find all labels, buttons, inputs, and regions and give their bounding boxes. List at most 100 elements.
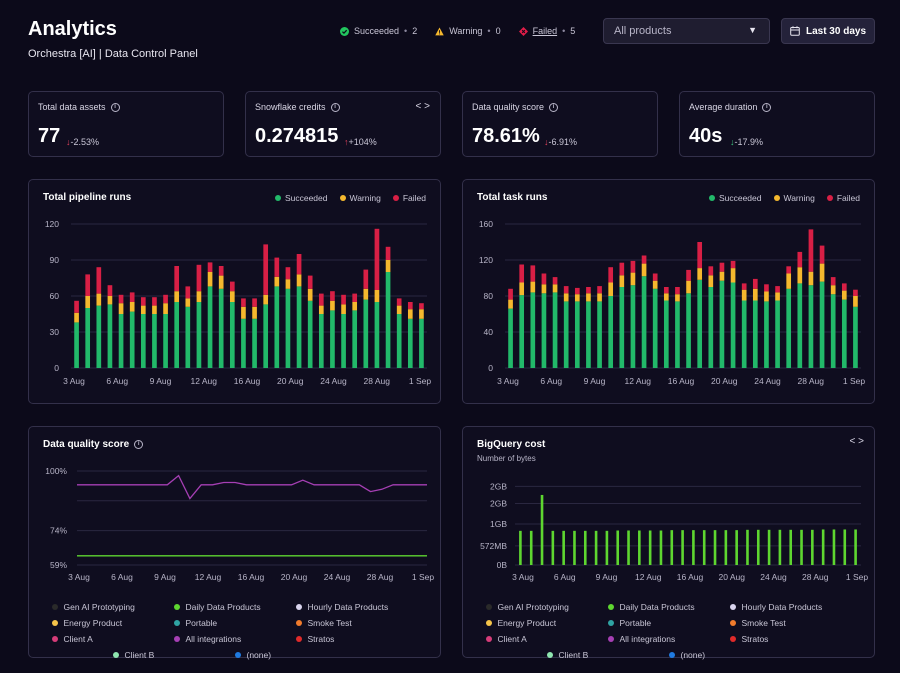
legend-item[interactable]: All integrations [173, 634, 296, 644]
bar-succeeded [519, 295, 525, 368]
bar-warning [140, 305, 146, 314]
legend-item-succeeded[interactable]: Succeeded [708, 193, 762, 203]
info-icon[interactable]: i [134, 440, 144, 449]
bar-succeeded [508, 308, 513, 368]
legend-row: Gen AI Prototyping Daily Data Products Hou… [463, 602, 874, 612]
bar-succeeded [407, 318, 413, 368]
bar-failed [841, 283, 847, 291]
legend-item-warning[interactable]: Warning [339, 193, 381, 203]
date-range-button[interactable]: Last 30 days [781, 18, 875, 44]
kpi-label-text: Total data assets [38, 102, 106, 112]
legend-item[interactable]: Client B [112, 650, 235, 660]
bar-daily-data-products [692, 530, 695, 565]
page-subtitle: Orchestra [AI] | Data Control Panel [28, 48, 198, 60]
legend-item[interactable]: Client A [51, 634, 174, 644]
bar-failed [574, 287, 580, 295]
x-tick-label: 6 Aug [106, 376, 128, 386]
bar-succeeded [808, 285, 814, 368]
legend-item[interactable]: Hourly Data Products [295, 602, 418, 612]
bar-warning [163, 303, 168, 314]
legend-item[interactable]: (none) [234, 650, 357, 660]
bar-daily-data-products [702, 530, 706, 565]
legend-item[interactable]: Gen AI Prototyping [51, 602, 174, 612]
bar-succeeded [752, 300, 758, 368]
legend-item[interactable]: (none) [668, 650, 791, 660]
x-tick-label: 28 Aug [364, 376, 391, 386]
status-succeeded[interactable]: Succeeded • 2 [340, 26, 417, 36]
legend-item[interactable]: All integrations [607, 634, 730, 644]
bar-daily-data-products [832, 529, 836, 565]
info-icon[interactable]: i [549, 102, 559, 112]
legend-item[interactable]: Client A [485, 634, 608, 644]
info-icon[interactable]: i [762, 102, 772, 112]
legend-item[interactable]: Energy Product [51, 618, 174, 628]
bar-warning [118, 303, 124, 314]
status-warning[interactable]: Warning • 0 [435, 26, 501, 36]
info-icon[interactable]: i [330, 102, 340, 112]
legend-item-succeeded[interactable]: Succeeded [274, 193, 328, 203]
legend-label: All integrations [619, 634, 676, 644]
bar-failed [218, 266, 224, 276]
y-tick-label: 59% [50, 560, 67, 570]
data-quality-card: Data quality score i 59% 74% 100% 3 Aug 6 Aug… [28, 426, 441, 660]
legend-row: Client A All integrations Stratos [463, 634, 874, 644]
legend-item[interactable]: Daily Data Products [607, 602, 730, 612]
x-tick-label: 9 Aug [150, 376, 172, 386]
bar-warning [374, 290, 380, 302]
bar-daily-data-products [843, 529, 847, 565]
bar-failed [207, 262, 213, 272]
legend-item[interactable]: Gen AI Prototyping [485, 602, 608, 612]
legend-item[interactable]: Smoke Test [295, 618, 418, 628]
status-failed-label[interactable]: Failed [532, 26, 558, 36]
legend-item-failed[interactable]: Failed [392, 193, 426, 203]
product-select[interactable]: All products ▼ [603, 18, 770, 44]
bar-succeeded [730, 282, 736, 368]
bar-failed [541, 273, 547, 285]
bar-succeeded [652, 288, 658, 368]
x-tick-label: 1 Sep [846, 572, 868, 582]
status-separator: • [404, 26, 408, 36]
bar-failed [296, 254, 302, 275]
bar-warning [196, 291, 202, 302]
code-icon[interactable]: < > [415, 101, 430, 112]
bar-failed [663, 287, 669, 294]
legend-item[interactable]: Smoke Test [729, 618, 852, 628]
bar-succeeded [719, 280, 725, 368]
arrow-up-icon: ↑ [344, 137, 349, 147]
legend-item[interactable]: Client B [546, 650, 669, 660]
legend-item[interactable]: Portable [607, 618, 730, 628]
bar-warning [285, 279, 291, 289]
legend-item-warning[interactable]: Warning [773, 193, 815, 203]
y-tick-label: 0 [54, 363, 59, 373]
bar-daily-data-products [648, 530, 652, 565]
bar-failed [307, 275, 313, 289]
bar-warning [85, 296, 91, 308]
legend-label: All integrations [185, 634, 242, 644]
legend-item[interactable]: Daily Data Products [173, 602, 296, 612]
kpi-delta-value: -17.9% [734, 137, 764, 147]
bar-warning [185, 298, 191, 307]
date-range-label: Last 30 days [805, 25, 867, 37]
legend-item[interactable]: Stratos [295, 634, 418, 644]
bar-failed [797, 251, 803, 268]
bar-warning [619, 275, 625, 287]
legend-item[interactable]: Stratos [729, 634, 852, 644]
legend-label: Failed [836, 193, 860, 203]
status-failed[interactable]: Failed • 5 [518, 26, 575, 36]
chart-title: BigQuery cost [477, 439, 546, 450]
legend-item[interactable]: Energy Product [485, 618, 608, 628]
code-icon[interactable]: < > [849, 436, 864, 447]
legend-item[interactable]: Portable [173, 618, 296, 628]
bar-warning [730, 268, 736, 283]
bar-warning [508, 299, 513, 309]
bar-failed [118, 294, 124, 304]
calendar-icon [790, 26, 800, 36]
info-icon[interactable]: i [110, 102, 120, 112]
legend-dot [485, 620, 492, 626]
bar-warning [752, 288, 758, 301]
bar-succeeded [819, 281, 825, 368]
bar-warning [74, 312, 79, 323]
x-tick-label: 16 Aug [238, 572, 265, 582]
legend-item-failed[interactable]: Failed [826, 193, 860, 203]
legend-item[interactable]: Hourly Data Products [729, 602, 852, 612]
